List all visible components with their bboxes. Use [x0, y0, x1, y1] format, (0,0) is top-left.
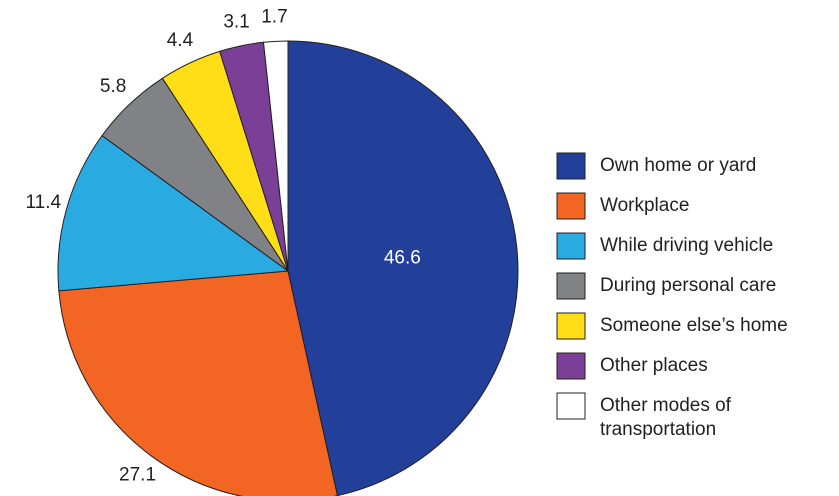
data-label: 4.4	[167, 30, 194, 51]
legend-swatch	[556, 312, 586, 340]
pie-slice	[262, 40, 289, 272]
legend-label: Workplace	[600, 195, 689, 216]
data-label: 5.8	[100, 76, 126, 97]
legend-swatch	[556, 232, 586, 260]
legend-label: While driving vehicle	[600, 235, 773, 256]
legend-swatch	[556, 192, 586, 220]
data-label: 27.1	[119, 465, 156, 486]
data-label: 3.1	[223, 11, 249, 32]
pie-slice	[287, 40, 519, 496]
legend-label-line: Other modes of	[600, 395, 732, 416]
legend-swatch	[556, 272, 586, 300]
legend-label: Other places	[600, 355, 708, 376]
data-label: 46.6	[384, 248, 421, 269]
legend-label: Own home or yard	[600, 155, 756, 176]
legend-label: During personal care	[600, 275, 776, 296]
legend-label: Someone else’s home	[600, 315, 788, 336]
legend-label-line: transportation	[600, 419, 716, 440]
legend-swatch	[556, 352, 586, 380]
data-label: 1.7	[261, 6, 287, 27]
legend-swatch	[556, 152, 586, 180]
pie-slice	[57, 134, 290, 292]
legend-swatch	[556, 392, 586, 420]
pie-slice	[58, 270, 339, 496]
legend-label: Other modes of transportation	[600, 395, 732, 440]
data-label: 11.4	[26, 192, 62, 213]
